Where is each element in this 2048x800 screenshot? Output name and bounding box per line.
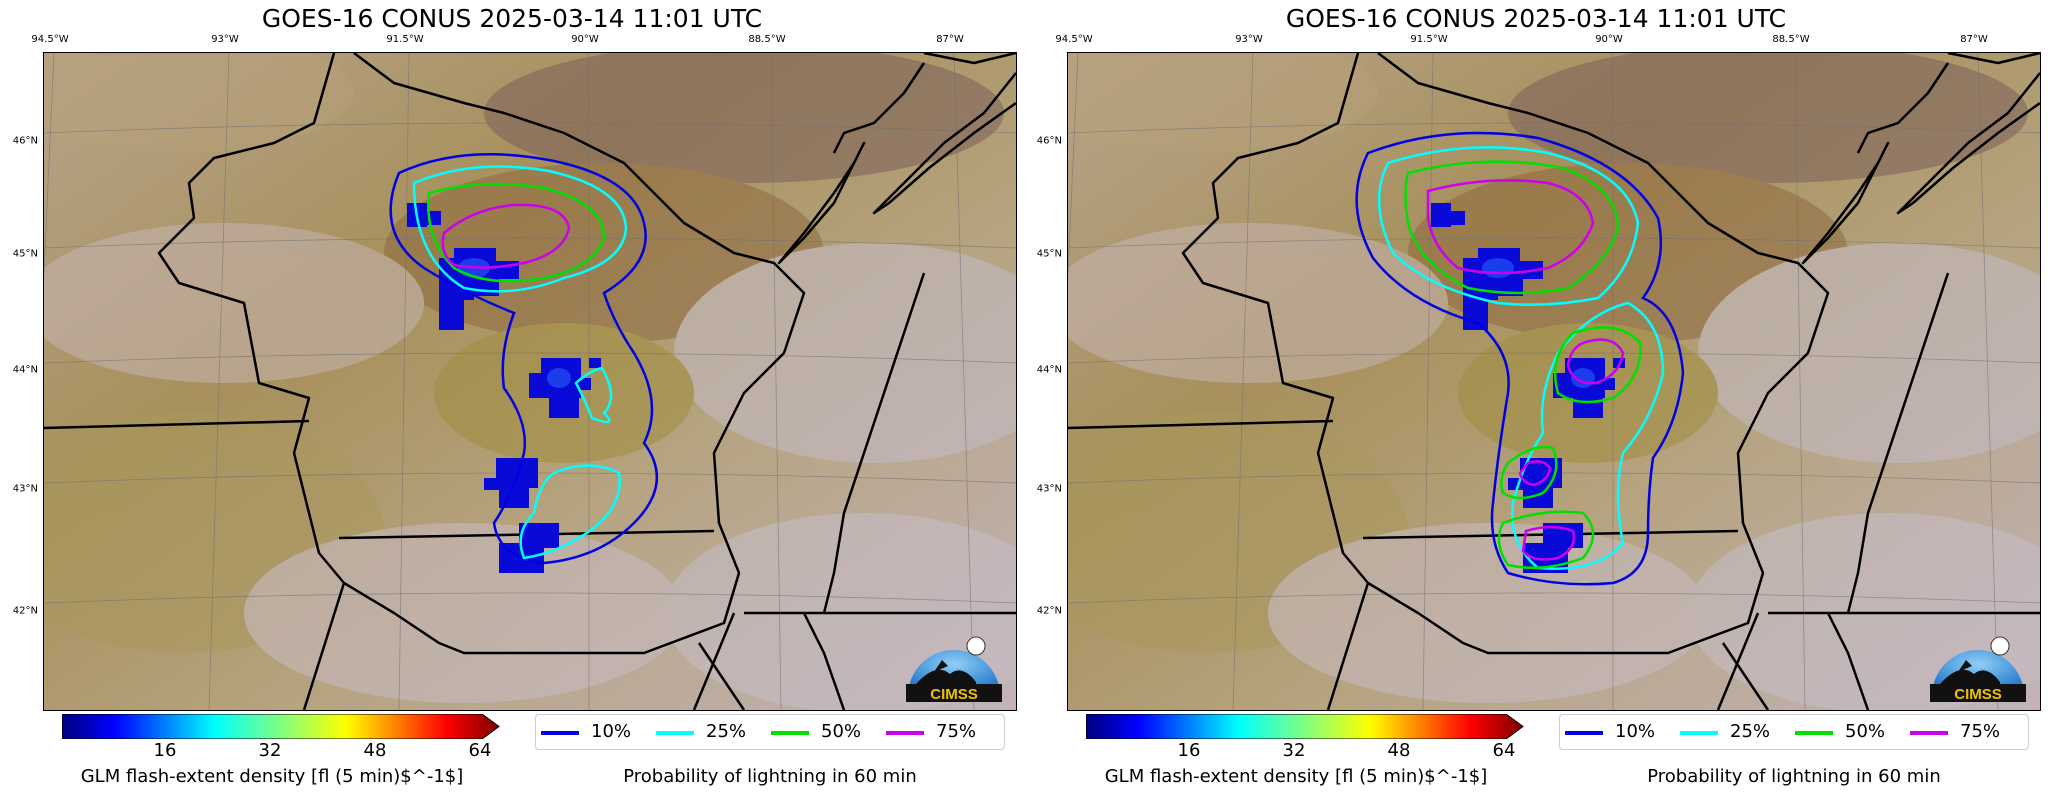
contour-75 bbox=[1566, 338, 1625, 385]
satellite-map: CIMSS bbox=[1067, 52, 2041, 711]
lon-label: 93°W bbox=[211, 34, 239, 45]
lon-label: 90°W bbox=[1595, 34, 1623, 45]
contour-50 bbox=[1404, 160, 1620, 295]
legend-swatch bbox=[1795, 731, 1833, 735]
legend-label: 75% bbox=[1960, 721, 2001, 742]
legend-label: 25% bbox=[706, 721, 747, 742]
legend-swatch bbox=[541, 731, 579, 735]
lat-label: 46°N bbox=[1036, 135, 1062, 147]
lat-label: 46°N bbox=[12, 135, 38, 147]
lat-label: 44°N bbox=[1036, 364, 1062, 376]
probability-contours bbox=[1355, 131, 1685, 586]
logo-text: CIMSS bbox=[930, 686, 978, 702]
legend-caption: Probability of lightning in 60 min bbox=[1647, 766, 1941, 787]
colorbar bbox=[62, 714, 500, 739]
state-borders bbox=[1068, 53, 2040, 710]
colorbar-tick: 64 bbox=[1492, 740, 1516, 761]
contour-75 bbox=[441, 203, 571, 269]
colorbar-tick: 16 bbox=[153, 740, 177, 761]
probability-contours bbox=[389, 153, 659, 565]
lon-label: 91.5°W bbox=[386, 34, 424, 45]
contour-25 bbox=[412, 165, 628, 293]
contour-10 bbox=[1355, 131, 1685, 586]
contour-50 bbox=[1553, 326, 1642, 404]
legend-swatch bbox=[656, 731, 694, 735]
state-borders bbox=[44, 53, 1016, 710]
cloud-texture bbox=[1068, 53, 2040, 710]
colorbar-title: GLM flash-extent density [fl (5 min)$^-1… bbox=[80, 766, 464, 787]
left-panel: GOES-16 CONUS 2025-03-14 11:01 UTC 94.5°… bbox=[12, 4, 1017, 787]
contour-75 bbox=[1518, 460, 1552, 487]
lat-label: 44°N bbox=[12, 364, 38, 376]
legend-label: 50% bbox=[821, 721, 862, 742]
lat-label: 43°N bbox=[12, 483, 38, 495]
lat-label: 43°N bbox=[1036, 483, 1062, 495]
lat-label: 45°N bbox=[12, 248, 38, 260]
colorbar bbox=[1086, 714, 1524, 739]
lon-label: 93°W bbox=[1235, 34, 1263, 45]
legend-label: 10% bbox=[591, 721, 632, 742]
lat-label: 42°N bbox=[1036, 605, 1062, 617]
panel-title: GOES-16 CONUS 2025-03-14 11:01 UTC bbox=[261, 4, 763, 33]
lon-label: 88.5°W bbox=[748, 34, 786, 45]
lon-label: 94.5°W bbox=[1055, 34, 1093, 45]
contour-25 bbox=[574, 366, 613, 424]
contour-25 bbox=[519, 464, 621, 560]
legend-label: 10% bbox=[1615, 721, 1656, 742]
contour-50 bbox=[1500, 445, 1558, 500]
lon-label: 88.5°W bbox=[1772, 34, 1810, 45]
legend-swatch bbox=[886, 731, 924, 735]
contour-25 bbox=[1377, 146, 1640, 306]
right-panel: GOES-16 CONUS 2025-03-14 11:01 UTC 94.5°… bbox=[1024, 0, 2048, 800]
lon-label: 90°W bbox=[571, 34, 599, 45]
contour-10 bbox=[389, 153, 659, 565]
colorbar-tick: 48 bbox=[1387, 740, 1411, 761]
colorbar-tick: 48 bbox=[363, 740, 387, 761]
lat-label: 42°N bbox=[12, 605, 38, 617]
colorbar-tick: 32 bbox=[1282, 740, 1306, 761]
colorbar-tick: 32 bbox=[258, 740, 282, 761]
cimss-logo: CIMSS bbox=[1930, 632, 2026, 702]
lon-label: 94.5°W bbox=[31, 34, 69, 45]
cimss-logo: CIMSS bbox=[906, 632, 1002, 702]
legend: 10% 25% 50% 75% bbox=[1559, 714, 2029, 750]
contour-50 bbox=[1497, 510, 1595, 570]
legend-swatch bbox=[1910, 731, 1948, 735]
legend-swatch bbox=[1680, 731, 1718, 735]
colorbar-tick: 16 bbox=[1177, 740, 1201, 761]
legend-swatch bbox=[1565, 731, 1603, 735]
colorbar-title: GLM flash-extent density [fl (5 min)$^-1… bbox=[1104, 766, 1488, 787]
contour-75 bbox=[1426, 179, 1595, 275]
legend: 10% 25% 50% 75% bbox=[535, 714, 1005, 750]
legend-label: 50% bbox=[1845, 721, 1886, 742]
panel-title: GOES-16 CONUS 2025-03-14 11:01 UTC bbox=[1285, 4, 1787, 33]
logo-text: CIMSS bbox=[1954, 686, 2002, 702]
contour-75 bbox=[1521, 525, 1576, 561]
legend-swatch bbox=[771, 731, 809, 735]
contour-50 bbox=[427, 182, 606, 283]
legend-label: 25% bbox=[1730, 721, 1771, 742]
satellite-map: CIMSS bbox=[43, 52, 1017, 711]
lon-label: 87°W bbox=[936, 34, 964, 45]
lon-label: 91.5°W bbox=[1410, 34, 1448, 45]
legend-label: 75% bbox=[936, 721, 977, 742]
lon-label: 87°W bbox=[1960, 34, 1988, 45]
colorbar-tick: 64 bbox=[468, 740, 492, 761]
legend-caption: Probability of lightning in 60 min bbox=[623, 766, 917, 787]
lat-label: 45°N bbox=[1036, 248, 1062, 260]
